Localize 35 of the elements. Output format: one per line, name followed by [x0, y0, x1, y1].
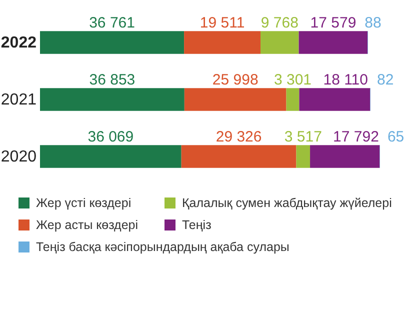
data-label: 17 579: [310, 14, 356, 32]
y-tick-label: 2020: [0, 148, 37, 166]
bar: [298, 31, 368, 54]
bar: [286, 88, 300, 111]
data-label: 65: [387, 128, 404, 146]
data-label: 82: [377, 72, 394, 88]
y-tick-label: 2021: [0, 92, 37, 108]
data-label: 19 511: [200, 14, 245, 32]
bar: [310, 145, 380, 168]
data-label: 17 792: [333, 128, 379, 146]
y-tick-label: 2022: [0, 34, 37, 52]
data-label: 25 998: [212, 72, 258, 88]
data-label: 3 301: [274, 72, 312, 88]
data-label: 29 326: [216, 128, 262, 146]
bar: [40, 88, 184, 111]
bar: [40, 145, 182, 168]
bar: [184, 31, 260, 54]
bar: [40, 31, 184, 54]
data-label: 9 768: [260, 14, 298, 32]
bar: [260, 31, 299, 54]
legend-label: Теңіз: [182, 218, 212, 232]
data-label: 88: [364, 14, 382, 32]
data-label: 36 853: [89, 72, 136, 88]
bar: [299, 88, 370, 111]
data-label: 3 517: [284, 128, 322, 146]
bar: [184, 88, 286, 111]
data-label: 36 761: [89, 14, 135, 32]
bar: [181, 145, 296, 168]
bar: [296, 145, 310, 168]
legend-label: Жер асты көздері: [36, 218, 138, 232]
legend-label: Жер үсті көздері: [36, 196, 132, 210]
data-label: 36 069: [88, 128, 134, 146]
data-label: 18 110: [323, 72, 368, 88]
legend-label: Теңіз басқа кәсіпорындардың ақаба сулары: [36, 240, 290, 254]
legend-label: Қалалық сумен жабдықтау жүйелері: [182, 196, 392, 210]
